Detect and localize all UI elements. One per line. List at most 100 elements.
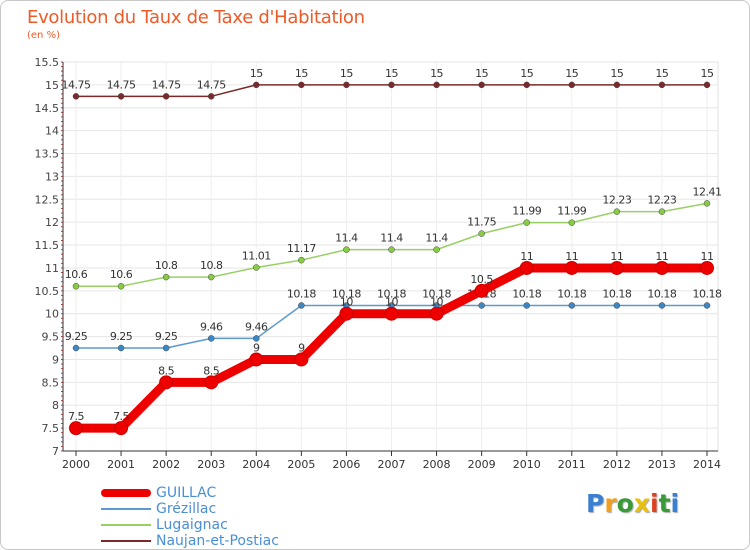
data-point <box>253 81 260 89</box>
x-tick-label: 2006 <box>332 458 360 471</box>
data-point <box>159 375 174 390</box>
data-point <box>478 230 485 237</box>
y-tick-label: 13.5 <box>35 148 60 161</box>
data-point <box>700 260 714 275</box>
legend-label: Lugaignac <box>156 517 228 533</box>
logo-letter: t <box>658 489 671 518</box>
data-point <box>429 306 444 321</box>
data-point <box>613 81 621 89</box>
data-point <box>703 200 711 207</box>
data-label: 11.17 <box>287 242 316 255</box>
data-label: 11 <box>565 250 578 263</box>
data-label: 9 <box>253 341 260 354</box>
y-tick-label: 8.5 <box>42 376 60 389</box>
data-label: 11.99 <box>557 205 586 218</box>
data-label: 11.4 <box>425 232 448 245</box>
data-point <box>568 81 576 89</box>
data-point <box>568 219 576 226</box>
y-tick-label: 12.5 <box>35 193 60 206</box>
logo-letter: r <box>604 489 617 518</box>
data-point <box>478 302 485 309</box>
data-point <box>162 344 170 352</box>
data-label: 9.46 <box>245 320 268 333</box>
data-point <box>343 246 350 253</box>
chart-unit-label: (en %) <box>27 30 60 41</box>
logo-letter: x <box>633 489 650 518</box>
legend-label: Grézillac <box>156 501 217 517</box>
data-label: 10.6 <box>65 268 88 281</box>
data-label: 10.8 <box>155 259 178 272</box>
data-point <box>204 375 219 390</box>
data-label: 10.18 <box>693 287 722 300</box>
data-point <box>478 81 485 89</box>
data-label: 11 <box>655 250 668 263</box>
data-point <box>253 335 260 342</box>
data-label: 8.5 <box>203 364 219 377</box>
data-point <box>474 283 489 298</box>
data-point <box>162 273 170 281</box>
logo-letter: i <box>650 489 659 518</box>
y-tick-label: 7 <box>52 445 59 458</box>
data-point <box>654 260 669 275</box>
legend-swatch <box>101 508 151 510</box>
logo-letter: o <box>616 489 634 518</box>
data-label: 15 <box>340 67 353 80</box>
data-point <box>117 344 125 352</box>
data-point <box>207 93 215 100</box>
y-tick-label: 11 <box>45 262 59 275</box>
data-label: 8.5 <box>158 364 174 377</box>
data-point <box>72 282 80 290</box>
data-label: 10.18 <box>647 287 676 300</box>
y-tick-label: 9 <box>52 353 59 366</box>
y-tick-label: 7.5 <box>42 422 60 435</box>
data-label: 7.5 <box>113 410 129 423</box>
x-tick-label: 2013 <box>648 458 676 471</box>
y-tick-label: 12 <box>45 216 59 229</box>
data-label: 11 <box>701 250 714 263</box>
x-tick-label: 2007 <box>378 458 406 471</box>
data-point <box>433 81 440 89</box>
data-label: 14.75 <box>152 78 181 91</box>
data-label: 10.18 <box>287 287 316 300</box>
data-point <box>298 256 305 264</box>
data-label: 10.8 <box>200 259 223 272</box>
data-point <box>249 352 264 367</box>
data-label: 15 <box>610 67 623 80</box>
data-point <box>384 306 399 321</box>
data-label: 11.01 <box>242 249 271 262</box>
data-label: 10.18 <box>512 287 541 300</box>
y-tick-label: 10 <box>45 308 59 321</box>
data-label: 12.23 <box>602 194 631 207</box>
x-tick-label: 2010 <box>513 458 541 471</box>
data-label: 15 <box>430 67 443 80</box>
y-tick-label: 10.5 <box>35 285 60 298</box>
data-label: 15 <box>475 67 488 80</box>
data-point <box>388 81 395 89</box>
legend-label: GUILLAC <box>156 485 217 501</box>
data-label: 10.18 <box>332 287 361 300</box>
data-label: 14.75 <box>107 78 136 91</box>
data-point <box>519 260 534 275</box>
data-point <box>658 302 666 309</box>
data-point <box>523 219 530 226</box>
data-label: 11.4 <box>335 232 358 245</box>
data-point <box>523 81 530 89</box>
data-label: 10.5 <box>470 273 493 286</box>
data-point <box>72 344 80 352</box>
data-point <box>339 306 354 321</box>
data-label: 9.25 <box>65 330 88 343</box>
data-point <box>703 302 711 309</box>
y-tick-label: 9.5 <box>42 331 60 344</box>
data-point <box>117 282 125 290</box>
data-label: 15 <box>250 67 263 80</box>
data-label: 15 <box>385 67 398 80</box>
data-point <box>298 302 305 309</box>
data-point <box>343 81 350 89</box>
data-point <box>207 335 215 342</box>
x-tick-label: 2004 <box>242 458 270 471</box>
data-label: 9.25 <box>155 330 178 343</box>
data-label: 11 <box>610 250 623 263</box>
x-tick-label: 2008 <box>423 458 451 471</box>
data-label: 11 <box>520 250 533 263</box>
